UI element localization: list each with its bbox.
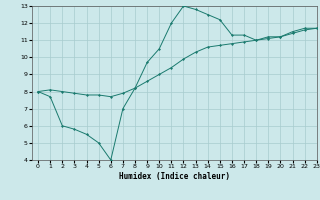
X-axis label: Humidex (Indice chaleur): Humidex (Indice chaleur) — [119, 172, 230, 181]
